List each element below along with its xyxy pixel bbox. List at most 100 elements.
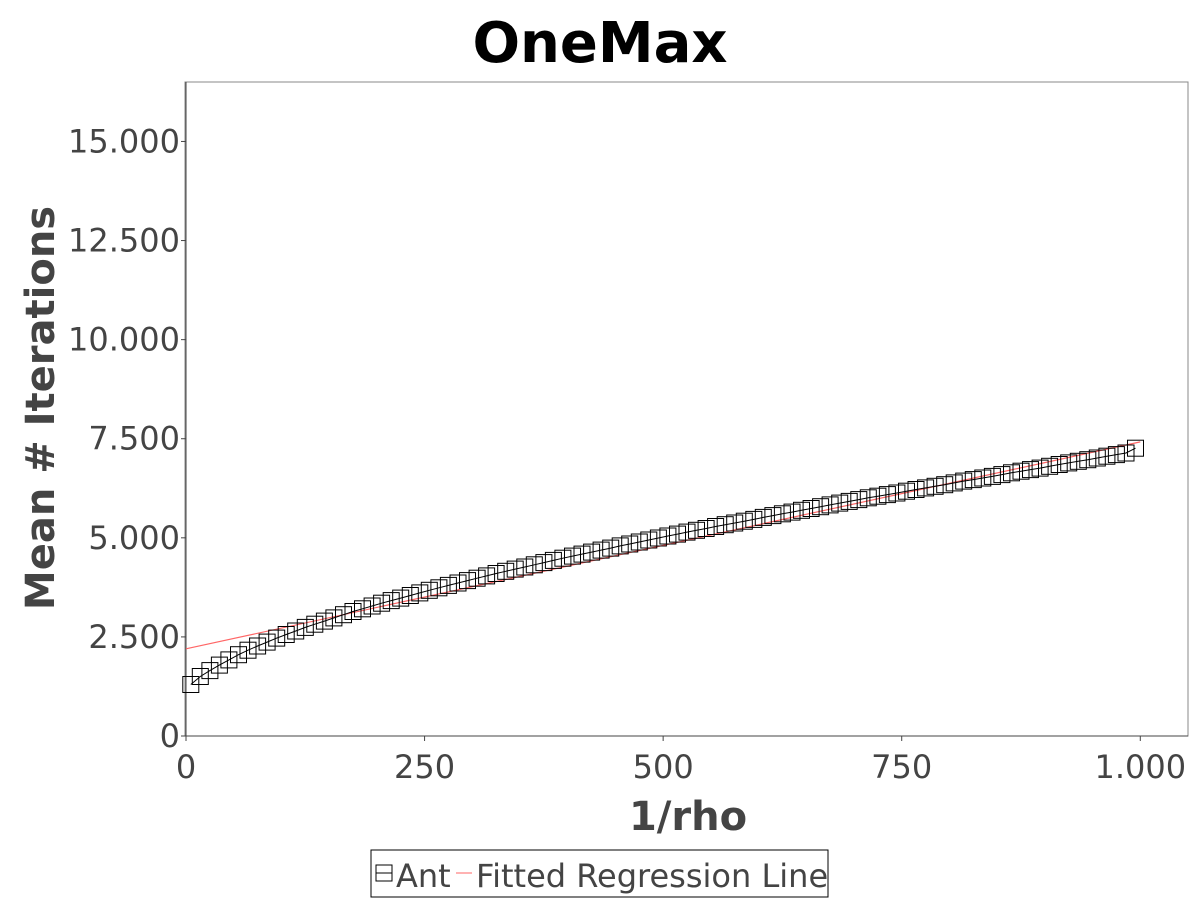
ant-data-point (1060, 454, 1078, 472)
ant-data-point (926, 477, 944, 495)
ant-data-point (1098, 447, 1116, 465)
ant-data-point (716, 516, 734, 534)
ant-data-point (888, 484, 906, 502)
ant-data-point (964, 471, 982, 489)
ant-data-point (678, 523, 696, 541)
ant-data-point (859, 489, 877, 507)
ant-data-point (697, 520, 715, 537)
ant-data-point (821, 496, 839, 514)
ant-data-point (850, 491, 868, 509)
ant-data-point (287, 622, 305, 640)
ant-data-point (745, 510, 763, 528)
ant-data-point (1117, 444, 1135, 462)
ant-data-point (669, 525, 686, 543)
ant-data-point (649, 529, 667, 547)
ant-data-point (439, 576, 457, 594)
ant-series-markers (182, 439, 1144, 693)
ant-data-point (1069, 452, 1087, 470)
ant-data-point (898, 482, 915, 500)
ant-data-point (878, 486, 896, 504)
ant-data-point (411, 584, 429, 602)
ant-data-point (191, 668, 209, 685)
ant-data-point (1022, 461, 1039, 479)
ant-data-point (430, 579, 448, 597)
x-tick-label: 0 (176, 748, 196, 786)
regression-line-layer (185, 441, 1141, 650)
ant-data-point (487, 565, 505, 582)
ant-data-point (449, 574, 467, 592)
ant-data-point (764, 507, 782, 525)
ant-data-point (917, 479, 935, 497)
ant-data-point (983, 467, 1001, 485)
ant-data-point (907, 481, 925, 498)
legend-label-ant: Ant (396, 857, 451, 895)
x-axis: 0 250 500 750 1.000 (176, 735, 1188, 786)
y-tick-label: 10.000 (68, 321, 180, 359)
ant-data-point (325, 609, 343, 627)
ant-data-point (220, 651, 238, 669)
ant-data-point (277, 626, 295, 643)
ant-data-point (659, 527, 677, 545)
x-axis-title: 1/rho (629, 794, 747, 840)
ant-data-point (630, 533, 648, 551)
ant-data-point (773, 505, 791, 523)
ant-data-point (707, 518, 725, 535)
ant-data-point (373, 594, 391, 612)
ant-data-point (640, 531, 658, 549)
ant-data-point (296, 618, 314, 636)
x-tick-label: 750 (871, 748, 932, 786)
ant-data-point (239, 641, 257, 659)
ant-data-point (621, 535, 639, 553)
x-tick-label: 1.000 (1094, 748, 1186, 786)
ant-data-point (392, 589, 410, 607)
ant-data-point (793, 501, 810, 519)
y-axis: 0 2.500 5.000 7.500 10.000 12.500 15.000 (68, 82, 187, 755)
ant-data-point (201, 662, 219, 680)
ant-data-point (592, 541, 610, 559)
ant-data-point (611, 537, 629, 555)
ant-data-point (268, 629, 286, 647)
y-tick-label: 2.500 (88, 618, 180, 656)
ant-data-point (1012, 462, 1030, 480)
ant-data-point (1041, 457, 1059, 475)
regression-line (185, 441, 1141, 650)
ant-data-point (210, 656, 228, 674)
ant-data-point (249, 637, 267, 655)
ant-data-point (535, 554, 553, 572)
ant-data-point (230, 646, 247, 664)
ant-data-point (1079, 451, 1097, 469)
ant-data-point (363, 597, 381, 615)
ant-data-point (1003, 464, 1020, 482)
ant-data-point (401, 587, 419, 604)
ant-data-point (783, 503, 801, 521)
ant-data-point (1127, 439, 1144, 457)
ant-data-point (936, 476, 954, 494)
ant-data-point (554, 549, 572, 567)
y-tick-label: 15.000 (68, 122, 180, 160)
ant-data-point (478, 567, 496, 585)
ant-data-point (258, 633, 276, 651)
ant-data-point (468, 569, 486, 587)
ant-data-point (335, 606, 352, 624)
ant-data-point (315, 612, 333, 630)
chart-title: OneMax (472, 11, 727, 76)
plot-area (184, 81, 1189, 737)
ant-data-point (831, 494, 849, 512)
ant-data-point (306, 615, 324, 633)
ant-data-point (506, 560, 524, 578)
ant-data-point (516, 558, 534, 576)
legend-box (370, 849, 829, 898)
legend: Ant Fitted Regression Line (370, 849, 829, 898)
ant-data-point (525, 556, 543, 574)
ant-data-point (993, 466, 1011, 484)
ant-data-point (688, 521, 705, 539)
ant-data-point (1088, 449, 1106, 467)
ant-data-point (564, 547, 581, 565)
ant-data-point (945, 474, 963, 492)
y-tick-label: 7.500 (88, 420, 180, 458)
y-axis-title: Mean # Iterations (18, 206, 64, 610)
ant-series-line (190, 447, 1136, 685)
ant-data-point (955, 472, 973, 490)
ant-data-point (602, 539, 620, 557)
legend-label-regression: Fitted Regression Line (476, 857, 828, 895)
